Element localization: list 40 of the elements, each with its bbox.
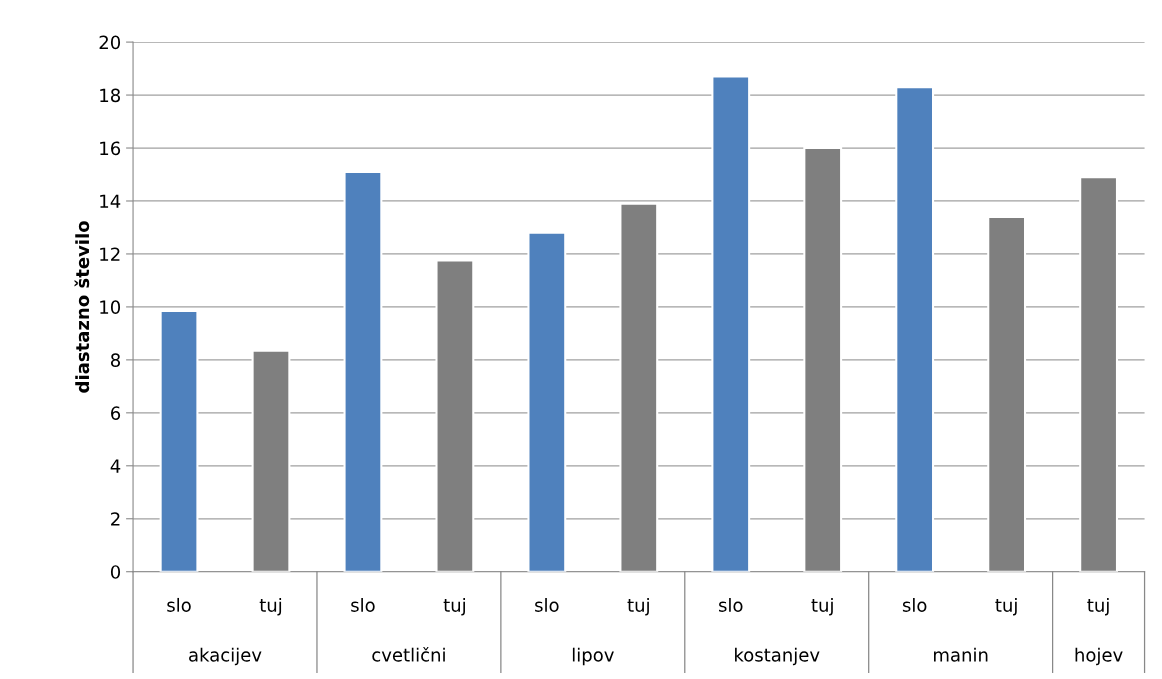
y-tick-label: 4: [110, 459, 121, 473]
x-tick-label: tuj: [259, 597, 282, 616]
bar: [527, 231, 567, 572]
y-tick-label: 14: [100, 194, 121, 208]
y-tick-label: 8: [110, 353, 121, 367]
x-tick-label: tuj: [995, 597, 1017, 616]
x-tick-label: tuj: [811, 597, 833, 616]
bar: [803, 146, 843, 572]
text: cvetlični: [372, 647, 445, 662]
y-tick-label: 6: [111, 406, 121, 420]
x-tick-label: tuj: [1087, 597, 1109, 616]
text: kostanjev: [735, 647, 820, 666]
y-tick-label: 10: [100, 300, 121, 315]
bar: [159, 309, 199, 572]
x-tick-label: slo: [902, 597, 927, 612]
x-tick-label: slo: [719, 597, 743, 612]
y-tick-label: 12: [100, 247, 120, 261]
bar: [711, 75, 751, 572]
x-tick-label: slo: [351, 597, 375, 612]
y-tick-label: 2: [111, 512, 120, 526]
bar: [1079, 176, 1119, 572]
x-tick-label: slo: [167, 597, 191, 612]
bar: [987, 215, 1027, 572]
y-tick-label: 16: [100, 141, 121, 156]
y-tick-label: 0: [110, 565, 121, 579]
bar: [435, 259, 475, 572]
bar: [343, 170, 383, 572]
y-axis-title: diastazno število: [74, 221, 90, 393]
text: manin: [934, 647, 988, 662]
text: akacijev: [189, 647, 262, 666]
x-tick-label: tuj: [443, 597, 465, 616]
y-tick-label: 20: [99, 35, 121, 50]
text: lipov: [572, 647, 614, 666]
x-tick-label: tuj: [627, 597, 649, 616]
x-tick-label: slo: [535, 597, 559, 612]
bar: [619, 202, 659, 572]
bar: [895, 86, 935, 572]
text: hojev: [1075, 647, 1123, 666]
y-tick-label: 18: [100, 88, 121, 103]
bar: [251, 349, 291, 572]
